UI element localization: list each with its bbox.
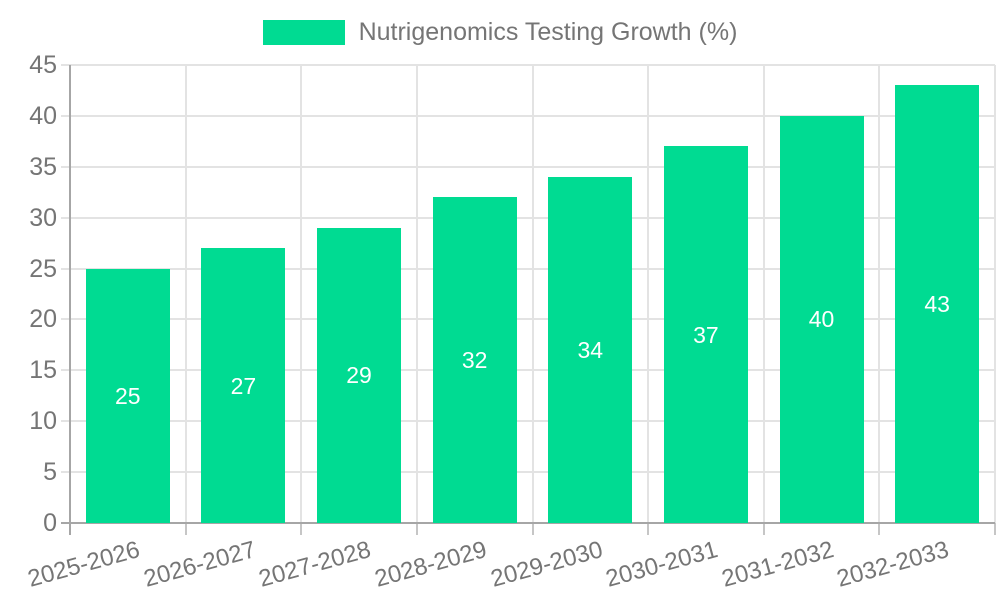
x-axis-tick	[994, 523, 996, 535]
x-tick-label: 2028-2029	[371, 536, 490, 593]
bar	[548, 176, 633, 523]
gridline-vertical	[531, 65, 534, 523]
gridline-horizontal	[61, 318, 995, 321]
x-tick-label: 2025-2026	[24, 536, 143, 593]
x-tick-label: 2026-2027	[140, 536, 259, 593]
x-tick-label: 2031-2032	[718, 536, 837, 593]
bar	[317, 227, 402, 523]
x-tick-label: 2030-2031	[603, 536, 721, 593]
y-tick-label: 10	[29, 407, 57, 436]
bar-value-label: 27	[230, 372, 257, 399]
bar-value-label: 34	[577, 336, 604, 363]
x-axis-tick	[300, 523, 303, 535]
y-axis-line	[69, 65, 71, 535]
gridline-horizontal	[61, 471, 995, 474]
gridline-horizontal	[61, 369, 995, 372]
bar-value-label: 25	[115, 382, 141, 409]
x-axis-tick	[647, 523, 650, 535]
bar	[895, 85, 980, 523]
gridline-vertical	[762, 65, 765, 523]
bar-value-label: 43	[924, 291, 950, 318]
bar	[779, 115, 864, 523]
gridline-vertical	[415, 65, 418, 523]
x-axis-line	[61, 522, 995, 524]
bar	[432, 197, 517, 523]
x-axis-tick	[415, 523, 418, 535]
gridline-horizontal	[61, 114, 995, 117]
gridline-vertical	[647, 65, 650, 523]
y-tick-label: 45	[29, 51, 57, 79]
gridline-horizontal	[61, 64, 995, 66]
bar-value-label: 40	[808, 306, 835, 333]
gridline-vertical	[300, 65, 303, 523]
bar	[85, 268, 170, 523]
x-axis-tick	[184, 523, 187, 535]
gridline-vertical	[184, 65, 187, 523]
y-tick-label: 20	[29, 305, 57, 334]
legend-label: Nutrigenomics Testing Growth (%)	[358, 18, 738, 46]
gridline-horizontal	[61, 216, 995, 219]
bar-value-label: 32	[461, 347, 488, 374]
y-tick-label: 15	[29, 356, 57, 385]
bar-value-label: 37	[693, 321, 719, 348]
bar	[201, 248, 286, 523]
legend: Nutrigenomics Testing Growth (%)	[0, 19, 1000, 45]
x-tick-label: 2027-2028	[256, 536, 375, 593]
bar-value-label: 29	[346, 362, 372, 389]
bar	[663, 146, 748, 523]
y-tick-label: 0	[43, 509, 57, 537]
y-tick-label: 35	[29, 152, 57, 181]
legend-swatch	[262, 19, 345, 45]
gridline-horizontal	[61, 165, 995, 168]
x-axis-tick	[878, 523, 881, 535]
x-tick-label: 2029-2030	[487, 536, 606, 593]
x-axis-tick	[531, 523, 534, 535]
gridline-vertical	[878, 65, 881, 523]
gridline-horizontal	[61, 267, 995, 270]
gridline-vertical	[994, 65, 996, 523]
y-tick-label: 25	[29, 254, 57, 283]
y-tick-label: 5	[43, 458, 57, 487]
y-tick-label: 30	[29, 203, 57, 232]
x-axis-tick	[762, 523, 765, 535]
y-tick-label: 40	[29, 101, 57, 130]
x-tick-label: 2032-2033	[834, 536, 953, 593]
gridline-horizontal	[61, 420, 995, 423]
